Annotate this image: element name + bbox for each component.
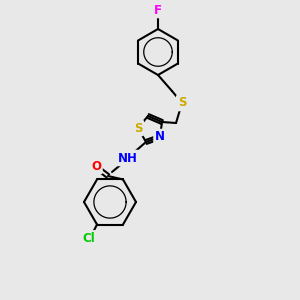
Text: F: F bbox=[154, 4, 162, 16]
Text: Cl: Cl bbox=[82, 232, 95, 245]
Text: S: S bbox=[178, 97, 186, 110]
Text: S: S bbox=[134, 122, 142, 134]
Text: NH: NH bbox=[118, 152, 138, 164]
Text: N: N bbox=[155, 130, 165, 143]
Text: O: O bbox=[91, 160, 101, 172]
